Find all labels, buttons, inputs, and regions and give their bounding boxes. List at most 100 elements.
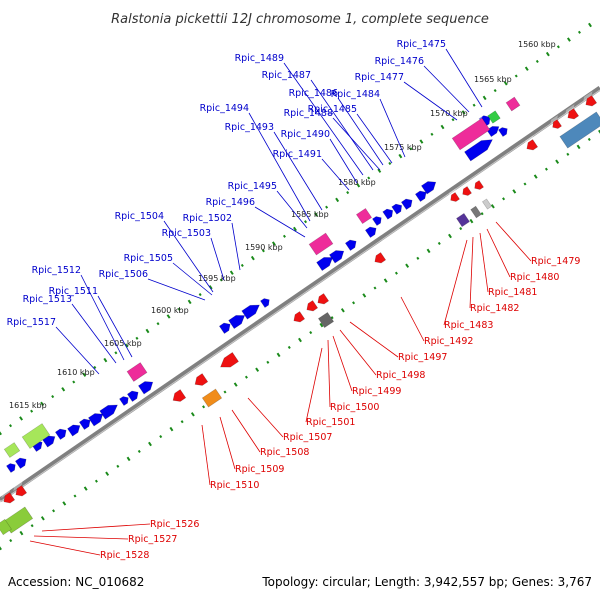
forward-leader bbox=[356, 113, 393, 164]
reverse-gene bbox=[13, 481, 28, 497]
kbp-label: 1570 kbp bbox=[430, 109, 468, 118]
lower-track-tick bbox=[437, 241, 441, 245]
upper-track-tick bbox=[93, 365, 97, 369]
forward-leader bbox=[254, 206, 306, 238]
lime-feature bbox=[3, 438, 21, 458]
reverse-gene bbox=[550, 115, 562, 129]
magenta-feature-bevel bbox=[127, 358, 142, 372]
kbp-label: 1575 kbp bbox=[384, 143, 422, 152]
lower-track-tick bbox=[555, 159, 560, 164]
purple-feature-body bbox=[456, 212, 470, 228]
reverse-gene-body bbox=[15, 485, 28, 497]
forward-gene-bevel bbox=[329, 246, 337, 255]
reverse-gene-label: Rpic_1499 bbox=[352, 386, 401, 397]
lower-track-tick bbox=[19, 530, 24, 536]
upper-track-tick bbox=[314, 212, 319, 217]
magenta-feature-body bbox=[355, 207, 373, 225]
lightgrey-feature bbox=[481, 194, 493, 210]
lime-feature-body bbox=[0, 518, 12, 536]
forward-gene bbox=[498, 123, 508, 137]
lime-feature bbox=[21, 419, 51, 449]
forward-leader bbox=[248, 112, 311, 222]
forward-leader bbox=[379, 98, 406, 158]
magenta-feature-body bbox=[451, 117, 491, 151]
forward-gene-label: Rpic_1485 bbox=[308, 104, 357, 115]
reverse-gene-label: Rpic_1508 bbox=[260, 447, 309, 458]
reverse-leader bbox=[219, 416, 236, 470]
kbp-label: 1615 kbp bbox=[9, 401, 47, 410]
forward-gene-body bbox=[119, 396, 129, 406]
forward-leader bbox=[163, 220, 214, 293]
upper-track-tick bbox=[9, 424, 13, 428]
steelblue-feature-body bbox=[559, 111, 600, 149]
upper-track-tick bbox=[409, 147, 413, 151]
forward-gene-label: Rpic_1505 bbox=[124, 253, 173, 264]
lime-feature-bevel bbox=[3, 502, 26, 522]
lower-track-tick bbox=[126, 456, 131, 462]
purple-feature bbox=[456, 209, 470, 228]
forward-gene-body bbox=[137, 381, 154, 395]
reverse-gene-label: Rpic_1527 bbox=[128, 534, 177, 545]
orange-feature-bevel bbox=[202, 384, 217, 398]
lower-track-tick bbox=[448, 233, 452, 239]
lower-track-tick bbox=[469, 218, 474, 224]
reverse-gene-label: Rpic_1507 bbox=[283, 432, 332, 443]
magenta-feature bbox=[505, 92, 521, 112]
magenta-feature bbox=[308, 228, 334, 256]
grey-feature bbox=[317, 308, 335, 329]
lower-track-tick bbox=[480, 212, 484, 216]
forward-gene-bevel bbox=[498, 123, 503, 130]
reverse-gene-bevel bbox=[192, 369, 203, 381]
orange-feature bbox=[201, 384, 223, 408]
upper-track-tick bbox=[103, 357, 108, 363]
forward-gene-bevel bbox=[219, 318, 225, 327]
upper-track-tick bbox=[40, 401, 45, 407]
reverse-gene-bevel bbox=[304, 296, 314, 307]
reverse-gene-label: Rpic_1480 bbox=[510, 272, 559, 283]
forward-leader bbox=[147, 278, 206, 301]
forward-gene-label: Rpic_1487 bbox=[262, 70, 311, 81]
reverse-gene-bevel bbox=[1, 488, 11, 499]
lower-track-tick bbox=[340, 308, 345, 313]
magenta-feature-body bbox=[308, 232, 334, 256]
forward-gene bbox=[67, 420, 81, 437]
upper-track-tick bbox=[187, 299, 192, 305]
forward-gene bbox=[137, 377, 154, 395]
reverse-gene-body bbox=[526, 139, 539, 151]
reverse-gene-body bbox=[585, 95, 598, 107]
reverse-gene-body bbox=[474, 180, 484, 190]
reverse-gene bbox=[192, 369, 209, 386]
forward-gene-label: Rpic_1488 bbox=[284, 108, 333, 119]
reverse-gene-bevel bbox=[460, 182, 468, 191]
forward-gene-label: Rpic_1475 bbox=[397, 39, 446, 50]
forward-gene-body bbox=[382, 208, 394, 220]
upper-track-tick bbox=[240, 263, 244, 267]
lightgrey-feature-body bbox=[481, 198, 493, 210]
forward-gene-bevel bbox=[138, 377, 146, 386]
reverse-gene-bevel bbox=[217, 348, 234, 363]
topology-text: Topology: circular; Length: 3,942,557 bp… bbox=[261, 575, 592, 589]
lower-track-tick bbox=[598, 129, 600, 135]
lower-track-tick bbox=[576, 144, 581, 150]
lower-track-tick bbox=[62, 501, 67, 506]
upper-track-tick bbox=[219, 278, 223, 282]
gene-labels: Rpic_1475Rpic_1476Rpic_1477Rpic_1484Rpic… bbox=[7, 39, 581, 561]
reverse-gene-body bbox=[567, 108, 580, 120]
reverse-gene bbox=[460, 182, 472, 196]
forward-leader bbox=[283, 62, 364, 176]
reverse-gene-label: Rpic_1483 bbox=[444, 320, 493, 331]
upper-track-tick bbox=[135, 336, 139, 340]
lower-track-tick bbox=[523, 182, 527, 186]
lower-track-tick bbox=[544, 167, 548, 171]
reverse-gene-body bbox=[552, 119, 562, 129]
lower-track-tick bbox=[416, 256, 420, 260]
lower-track-tick bbox=[180, 420, 184, 424]
upper-track-tick bbox=[250, 255, 255, 261]
forward-gene-label: Rpic_1506 bbox=[99, 269, 148, 280]
upper-track-tick bbox=[367, 176, 371, 180]
upper-track-tick bbox=[566, 37, 571, 42]
lime-feature-bevel bbox=[4, 438, 15, 450]
forward-gene-bevel bbox=[391, 199, 397, 207]
label-leaders bbox=[29, 48, 532, 556]
